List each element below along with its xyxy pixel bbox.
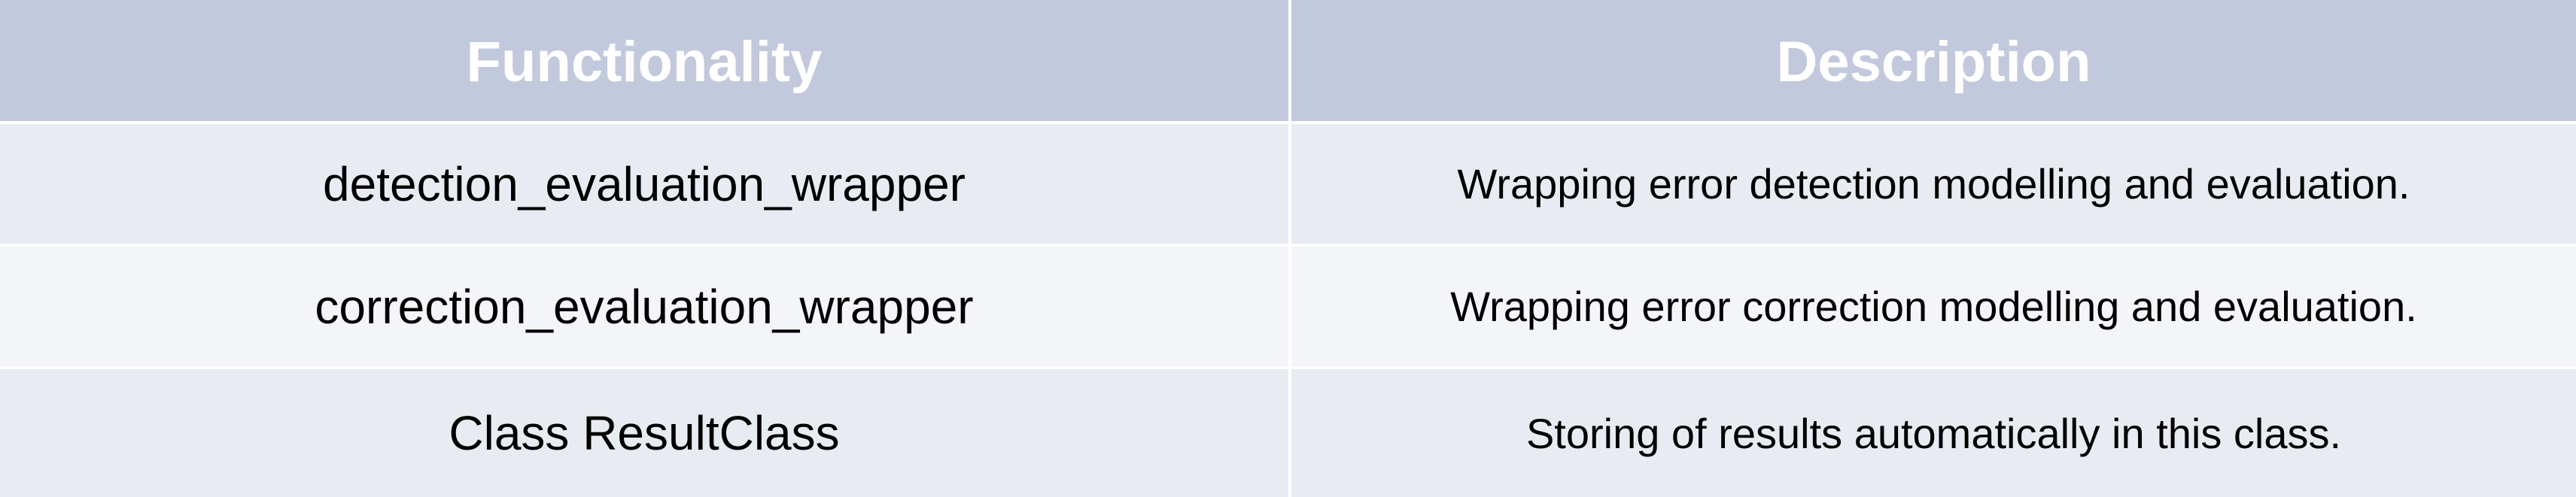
table-row: Class ResultClass Storing of results aut… — [0, 369, 2576, 497]
functionality-cell: correction_evaluation_wrapper — [0, 247, 1288, 366]
column-header-functionality: Functionality — [0, 0, 1288, 121]
column-header-description: Description — [1291, 0, 2576, 121]
functionality-cell: detection_evaluation_wrapper — [0, 124, 1288, 244]
table-header-row: Functionality Description — [0, 0, 2576, 121]
functionality-cell: Class ResultClass — [0, 369, 1288, 497]
description-cell: Wrapping error detection modelling and e… — [1291, 124, 2576, 244]
table-row: detection_evaluation_wrapper Wrapping er… — [0, 124, 2576, 244]
description-cell: Storing of results automatically in this… — [1291, 369, 2576, 497]
table-row: correction_evaluation_wrapper Wrapping e… — [0, 247, 2576, 366]
description-cell: Wrapping error correction modelling and … — [1291, 247, 2576, 366]
